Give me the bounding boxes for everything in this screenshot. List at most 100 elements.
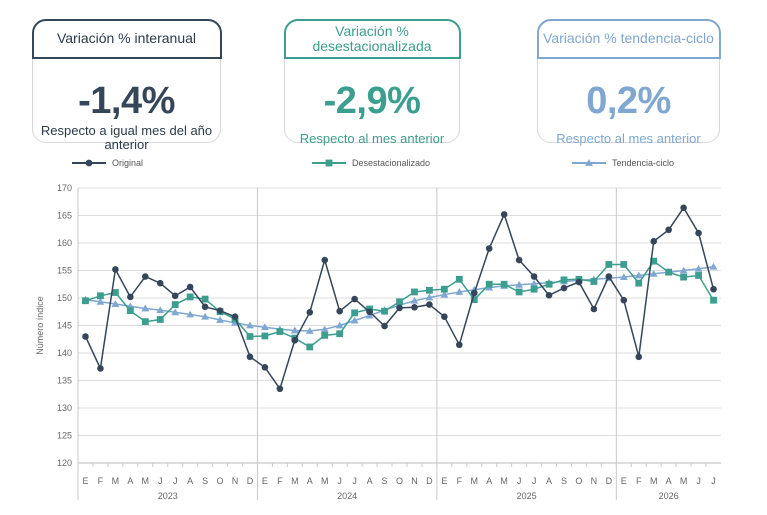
x-tick-label: J — [337, 476, 342, 486]
data-point-original — [485, 245, 493, 252]
data-point-original — [680, 204, 687, 212]
data-point-desestacionalizado — [381, 307, 388, 315]
data-point-original — [321, 256, 329, 264]
seasonally-adjusted-variation-card: Variación % desestacionalizada -2,9% Res… — [283, 18, 461, 146]
data-point-original — [650, 238, 658, 245]
x-tick-label: A — [307, 476, 313, 486]
data-point-tendencia-ciclo — [96, 297, 105, 305]
x-tick-label: F — [98, 476, 104, 486]
data-point-desestacionalizado — [396, 298, 403, 306]
y-tick-label: 130 — [57, 403, 72, 413]
data-point-desestacionalizado — [306, 343, 314, 351]
data-point-tendencia-ciclo — [320, 325, 329, 333]
data-point-desestacionalizado — [605, 261, 613, 268]
data-point-original — [156, 279, 164, 287]
data-point-desestacionalizado — [336, 330, 344, 338]
data-point-desestacionalizado — [171, 301, 179, 308]
x-tick-label: M — [680, 476, 688, 486]
data-point-desestacionalizado — [590, 278, 598, 285]
x-tick-label: A — [187, 476, 193, 486]
data-point-tendencia-ciclo — [201, 312, 210, 320]
x-tick-label: D — [247, 476, 254, 486]
data-point-tendencia-ciclo — [141, 304, 150, 312]
data-point-desestacionalizado — [485, 280, 493, 288]
data-point-desestacionalizado — [97, 292, 104, 300]
data-point-original — [336, 307, 343, 315]
y-tick-label: 135 — [57, 376, 72, 386]
x-tick-label: A — [546, 476, 552, 486]
x-tick-label: E — [82, 476, 88, 486]
data-point-tendencia-ciclo — [694, 264, 703, 272]
data-point-original — [171, 292, 179, 300]
data-point-tendencia-ciclo — [515, 280, 524, 288]
data-point-desestacionalizado — [440, 285, 448, 293]
y-tick-label: 155 — [57, 266, 72, 276]
data-point-original — [186, 283, 194, 291]
data-point-original — [530, 273, 538, 280]
card-value: -1,4% — [78, 80, 175, 122]
data-point-original — [620, 296, 628, 304]
x-tick-label: E — [262, 476, 268, 486]
legend-marker-original — [85, 159, 93, 167]
data-point-tendencia-ciclo — [350, 316, 359, 324]
data-point-tendencia-ciclo — [619, 273, 628, 281]
y-tick-label: 140 — [57, 348, 72, 358]
x-tick-label: J — [532, 476, 537, 486]
x-tick-label: J — [696, 476, 701, 486]
x-tick-label: J — [352, 476, 357, 486]
data-point-desestacionalizado — [620, 261, 628, 268]
y-axis-label: Número índice — [35, 296, 45, 355]
x-tick-label: O — [575, 476, 582, 486]
data-point-desestacionalizado — [680, 273, 688, 281]
data-point-tendencia-ciclo — [440, 290, 449, 298]
x-tick-label: E — [441, 476, 447, 486]
data-point-original — [665, 226, 672, 234]
x-tick-label: S — [382, 476, 388, 486]
data-point-desestacionalizado — [515, 288, 523, 296]
y-tick-label: 160 — [57, 238, 72, 248]
data-point-original — [276, 385, 284, 393]
data-point-desestacionalizado — [111, 289, 119, 296]
data-point-original — [575, 278, 583, 286]
data-point-original — [97, 365, 104, 372]
data-point-original — [216, 307, 224, 314]
data-point-desestacionalizado — [530, 285, 538, 293]
x-tick-label: E — [621, 476, 627, 486]
data-point-original — [246, 353, 254, 361]
data-point-original — [381, 322, 388, 330]
data-point-desestacionalizado — [470, 296, 478, 304]
data-point-desestacionalizado — [261, 332, 269, 340]
data-point-tendencia-ciclo — [246, 321, 254, 329]
data-point-original — [366, 308, 373, 316]
data-point-original — [306, 309, 314, 316]
data-point-desestacionalizado — [455, 275, 463, 283]
data-point-original — [201, 303, 209, 311]
data-point-tendencia-ciclo — [305, 327, 314, 334]
x-tick-label: D — [426, 476, 433, 486]
x-tick-label: J — [517, 476, 522, 486]
data-point-tendencia-ciclo — [425, 293, 434, 301]
trend-cycle-variation-card: Variación % tendencia-ciclo 0,2% Respect… — [536, 18, 721, 146]
y-tick-label: 145 — [57, 321, 72, 331]
data-point-tendencia-ciclo — [530, 279, 538, 287]
y-tick-label: 120 — [57, 458, 72, 468]
data-point-desestacionalizado — [246, 333, 254, 340]
data-point-desestacionalizado — [695, 272, 702, 279]
data-point-tendencia-ciclo — [455, 288, 464, 295]
x-tick-label: S — [202, 476, 208, 486]
data-point-tendencia-ciclo — [649, 269, 658, 277]
x-tick-label: M — [650, 476, 658, 486]
x-tick-label: O — [396, 476, 403, 486]
x-tick-label: M — [112, 476, 120, 486]
y-tick-label: 125 — [57, 431, 72, 441]
x-tick-label: A — [127, 476, 133, 486]
data-point-tendencia-ciclo — [171, 308, 180, 316]
card-title: Variación % tendencia-ciclo — [536, 18, 721, 59]
data-point-desestacionalizado — [141, 318, 149, 326]
data-point-original — [470, 289, 478, 297]
card-value: -2,9% — [323, 80, 421, 122]
data-point-original — [231, 313, 239, 321]
data-point-desestacionalizado — [276, 328, 284, 335]
data-point-original — [82, 333, 89, 340]
